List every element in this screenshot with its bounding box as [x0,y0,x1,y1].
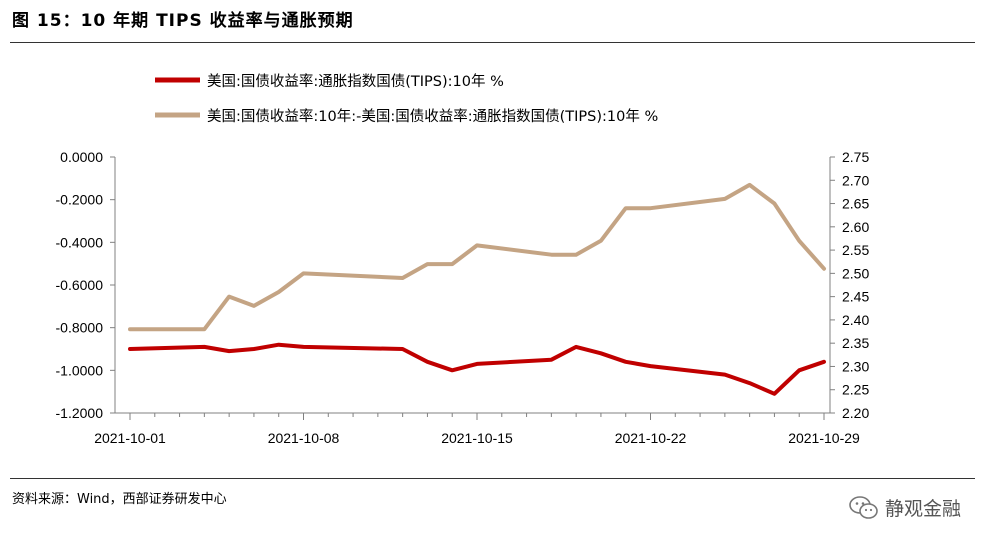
top-divider [10,42,975,43]
x-axis-tick-label: 2021-10-01 [94,430,166,446]
x-axis-tick-label: 2021-10-22 [615,430,687,446]
right-axis-tick-label: 2.35 [842,335,869,351]
right-axis-tick-label: 2.75 [842,149,869,165]
right-axis-tick-label: 2.25 [842,382,869,398]
left-axis-tick-label: -0.6000 [56,277,104,293]
left-axis-tick-label: -0.8000 [56,320,104,336]
series-line-breakeven [128,182,826,332]
bottom-divider [10,478,975,479]
right-axis-tick-label: 2.50 [842,265,869,281]
right-axis-tick-label: 2.40 [842,312,869,328]
chart-legend: 美国:国债收益率:通胀指数国债(TIPS):10年 % 美国:国债收益率:10年… [155,73,658,125]
x-axis-tick-label: 2021-10-29 [788,430,860,446]
left-axis-tick-label: -0.4000 [56,234,104,250]
right-axis-tick-label: 2.55 [842,242,869,258]
right-axis-tick-label: 2.20 [842,405,869,421]
series-line-tips [128,342,826,396]
chart-series [128,182,826,396]
right-axis-tick-label: 2.65 [842,196,869,212]
watermark: 静观金融 [849,494,961,521]
right-axis-tick-label: 2.30 [842,358,869,374]
line-chart: 美国:国债收益率:通胀指数国债(TIPS):10年 % 美国:国债收益率:10年… [56,73,870,446]
wechat-icon [849,495,878,519]
watermark-text: 静观金融 [884,498,961,520]
legend-label-tips: 美国:国债收益率:通胀指数国债(TIPS):10年 % [207,73,504,90]
x-axis-tick-label: 2021-10-08 [268,430,340,446]
source-note: 资料来源：Wind，西部证券研发中心 [12,492,227,507]
left-axis-tick-label: 0.0000 [60,149,103,165]
left-axis-tick-label: -1.0000 [56,362,104,378]
left-axis-tick-label: -1.2000 [56,405,104,421]
left-axis-tick-label: -0.2000 [56,192,104,208]
figure-title: 图 15：10 年期 TIPS 收益率与通胀预期 [12,11,354,31]
legend-label-breakeven: 美国:国债收益率:10年:-美国:国债收益率:通胀指数国债(TIPS):10年 … [207,108,658,125]
x-axis-tick-label: 2021-10-15 [441,430,513,446]
chart-axes: 0.0000 -0.2000 -0.4000 -0.6000 -0.8000 -1.000… [56,149,870,446]
right-axis-tick-label: 2.70 [842,172,869,188]
right-axis-tick-label: 2.45 [842,289,869,305]
right-axis-tick-label: 2.60 [842,219,869,235]
